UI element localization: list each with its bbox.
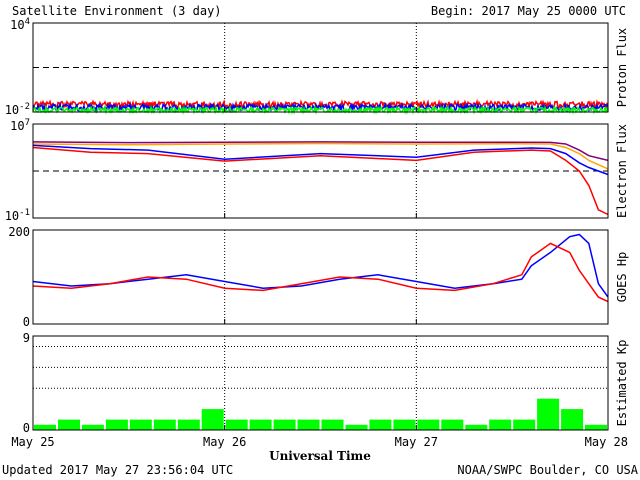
chart-title: Satellite Environment (3 day) — [12, 4, 222, 18]
y-axis-label: Electron Flux — [615, 124, 629, 218]
kp-bar — [225, 419, 248, 430]
kp-bar — [273, 419, 296, 430]
begin-label: Begin: 2017 May 25 0000 UTC — [431, 4, 626, 18]
y-tick-label: 10-1 — [5, 208, 30, 223]
credit-label: NOAA/SWPC Boulder, CO USA — [457, 463, 638, 477]
x-tick-labels: May 25 May 26 May 27 May 28 — [11, 107, 628, 449]
kp-bar — [58, 419, 80, 430]
kp-bar — [417, 419, 440, 430]
kp-bar — [441, 419, 464, 430]
kp-bar — [561, 409, 584, 430]
estimated-kp-panel: 9 0 Estimated Kp — [23, 331, 629, 435]
y-tick-label: 104 — [10, 17, 30, 32]
kp-bar — [369, 419, 392, 430]
y-axis-label: GOES Hp — [615, 252, 629, 303]
purple-series-line — [32, 141, 609, 162]
kp-bar — [513, 419, 536, 430]
kp-bar — [105, 419, 128, 430]
kp-bar — [465, 424, 488, 430]
proton-flux-panel: 104 10-2 Proton Flux — [5, 17, 629, 117]
blue-series-line — [32, 144, 609, 176]
kp-bar — [393, 419, 416, 430]
kp-bar — [34, 424, 56, 430]
y-tick-label: 10-2 — [5, 102, 30, 117]
kp-bar — [81, 424, 104, 430]
panel-frame — [32, 335, 609, 431]
x-axis-label: Universal Time — [269, 449, 371, 463]
red-series-line — [32, 242, 609, 303]
kp-bar — [129, 419, 152, 430]
panel-frame — [32, 22, 609, 113]
x-tick-label: May 26 — [203, 435, 246, 449]
kp-bar — [321, 419, 344, 430]
goes-hp-panel: 200 0 GOES Hp — [8, 225, 629, 329]
y-tick-label: 107 — [10, 118, 30, 133]
orange-series-line — [32, 142, 609, 170]
y-axis-label: Estimated Kp — [615, 340, 629, 427]
updated-label: Updated 2017 May 27 23:56:04 UTC — [2, 463, 233, 477]
electron-flux-panel: 107 10-1 Electron Flux — [5, 118, 629, 223]
kp-bar — [297, 419, 320, 430]
blue-series-line — [32, 233, 609, 298]
y-axis-label: Proton Flux — [615, 28, 629, 107]
kp-bar — [201, 409, 224, 430]
x-tick-label: May 28 — [585, 435, 628, 449]
panel-frame — [32, 229, 609, 325]
y-tick-label: 9 — [23, 331, 30, 345]
kp-bar — [585, 424, 607, 430]
kp-bar — [153, 419, 176, 430]
kp-bar — [249, 419, 272, 430]
kp-bar — [345, 424, 368, 430]
panel-frame — [32, 123, 609, 219]
y-tick-label: 0 — [23, 315, 30, 329]
red-series-line — [32, 146, 609, 216]
x-tick-label: May 27 — [395, 435, 438, 449]
kp-bar — [489, 419, 512, 430]
kp-bar — [537, 398, 560, 430]
y-tick-label: 0 — [23, 421, 30, 435]
green-series-line — [32, 104, 609, 115]
x-tick-label: May 25 — [11, 435, 54, 449]
kp-bar — [177, 419, 200, 430]
y-tick-label: 200 — [8, 225, 30, 239]
